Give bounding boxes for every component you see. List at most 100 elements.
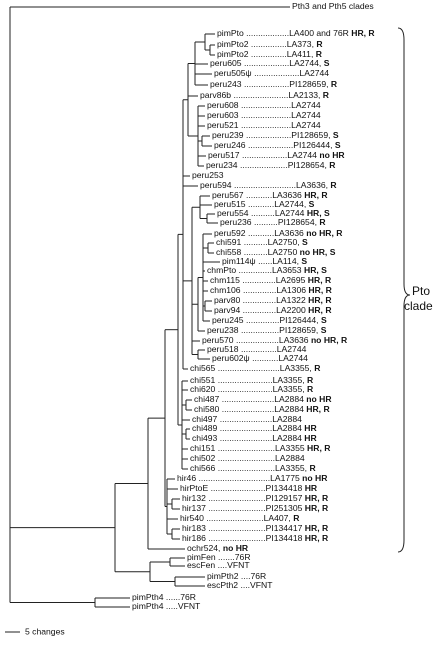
accession: ....76R [241,571,266,581]
phenotype: HR, R [308,285,332,295]
leaf-label: hirPtoE .......................PI134418 … [180,483,318,493]
leaf-label: chm106 ..............LA1306 HR, R [210,285,333,295]
phenotype: R [329,160,336,170]
leaf-label: parv94 ..............LA2200 HR, R [214,305,332,315]
phenotype: HR, R [305,503,329,513]
taxon-name: peru515 [214,199,248,209]
accession: ...................PI128659, [244,79,331,89]
leaf-label: pimPth4 ......76R [132,592,196,602]
accession: ..........LA2744 [251,208,307,218]
scale-label: 5 changes [25,626,65,636]
leaf-label: peru592 ...........LA3636 no HR, R [214,228,343,238]
taxon-name: peru521 [207,120,241,130]
phenotype: HR, R [308,295,332,305]
taxon-name: peru608 [207,100,241,110]
accession: ..............LA1306 [243,285,308,295]
taxon-name: pim114ψ [222,256,258,266]
taxon-name: peru234 [206,160,240,170]
leaf-label: pimPto ..................LA400 and 76R H… [217,28,375,38]
accession: ...................LA2744 [254,68,329,78]
phenotype: R [309,463,316,473]
phenotype: S [321,315,327,325]
leaf-label: chi489 ......................LA2884 HR [192,423,317,433]
leaf-label: hir46 ..............................LA17… [177,473,328,483]
phenotype: HR [305,483,318,493]
phenotype: HR, R [308,275,332,285]
taxon-name: peru243 [210,79,244,89]
phenotype: no HR [223,543,249,553]
phenotype: R [331,79,338,89]
phenotype: HR, S [304,265,327,275]
taxon-name: peru236 [220,217,254,227]
taxon-name: peru517 [208,150,242,160]
accession: ......................LA2884 [220,433,305,443]
phenotype: HR, R [306,404,330,414]
taxon-name: chi551 [190,375,218,385]
phenotype: no HR [306,394,332,404]
phenotype: no HR, R [311,335,348,345]
leaf-label: chi551 .......................LA3355, R [190,375,314,385]
leaf-label: peru236 ..........PI128654, R [220,217,326,227]
accession: ........................PI134418 [208,533,305,543]
phenotype: S [333,130,339,140]
taxon-name: escFen [187,560,218,570]
taxon-name: peru554 [217,208,251,218]
taxon-name: peru594 [200,180,234,190]
phenotype: HR, R [304,190,328,200]
phenotype: S [324,58,330,68]
phenotype: R [316,49,323,59]
taxon-name: peru505ψ [214,68,254,78]
accession: .....................LA2744 [241,100,321,110]
accession: ..............LA2695 [242,275,307,285]
phenotype: R [293,513,300,523]
taxon-name: chmPto [207,265,239,275]
taxon-name: parv86b [200,90,233,100]
taxon-name: parv80 [214,295,243,305]
accession: ..........LA2750, [244,237,302,247]
leaf-label: chi558 ..........LA2750 no HR, S [216,247,336,257]
clade-label: Pto [412,284,430,298]
leaf-label: peru518 ...............LA2744 [207,344,307,354]
leaf-label: peru245 ..............PI126444, S [212,315,327,325]
accession: ........................LA2884 [218,453,305,463]
leaf-label: chi487 ......................LA2884 no H… [194,394,332,404]
phenotype: R [330,180,337,190]
taxon-name: peru570 [202,335,236,345]
accession: ..........PI128654, [254,217,319,227]
accession: ........................PI129157 [208,493,305,503]
leaf-label: peru234 ....................PI128654, R [206,160,336,170]
phenotype: HR [304,423,317,433]
taxon-name: hir132 [182,493,208,503]
leaf-label: chi502 ........................LA2884 [190,453,305,463]
taxon-name: peru605 [210,58,244,68]
leaf-label: chi151 ........................LA3355 HR… [190,443,331,453]
accession: .......................LA3355, [218,375,307,385]
leaf-label: chi566 ........................LA3355, R [190,463,316,473]
leaf-label: chi493 ......................LA2884 HR [192,433,317,443]
taxon-name: parv94 [214,305,243,315]
leaf-label: peru602ψ ...........LA2744 [212,353,308,363]
accession: .....VFNT [166,601,201,611]
accession: ........................LA3355 [218,443,307,453]
taxon-name: peru253 [192,170,224,180]
taxon-name: peru602ψ [212,353,252,363]
leaf-label: chm115 ..............LA2695 HR, R [210,275,332,285]
taxon-name: chi591 [216,237,244,247]
taxon-name: chm115 [210,275,242,285]
accession: ........................PI251305 [208,503,305,513]
leaf-label: peru594 ..........................LA3636… [200,180,337,190]
taxon-name: hirPtoE [180,483,211,493]
leaf-label: peru239 ...................PI128659, S [212,130,339,140]
accession: ....VFNT [240,580,273,590]
accession: ..............LA1322 [243,295,308,305]
taxon-name: escPth2 [207,580,240,590]
leaf-label: hir540 ........................LA407, R [180,513,300,523]
accession: .....................LA2744 [241,110,321,120]
taxon-name: chi487 [194,394,222,404]
taxon-name: chi151 [190,443,218,453]
leaf-label: hir186 ........................PI134418 … [182,533,329,543]
phenotype: S [321,325,327,335]
taxon-name: chi565 [190,363,218,373]
accession: .......................LA3355, [218,384,307,394]
leaf-label: pimPto2 ...............LA373, R [217,39,323,49]
